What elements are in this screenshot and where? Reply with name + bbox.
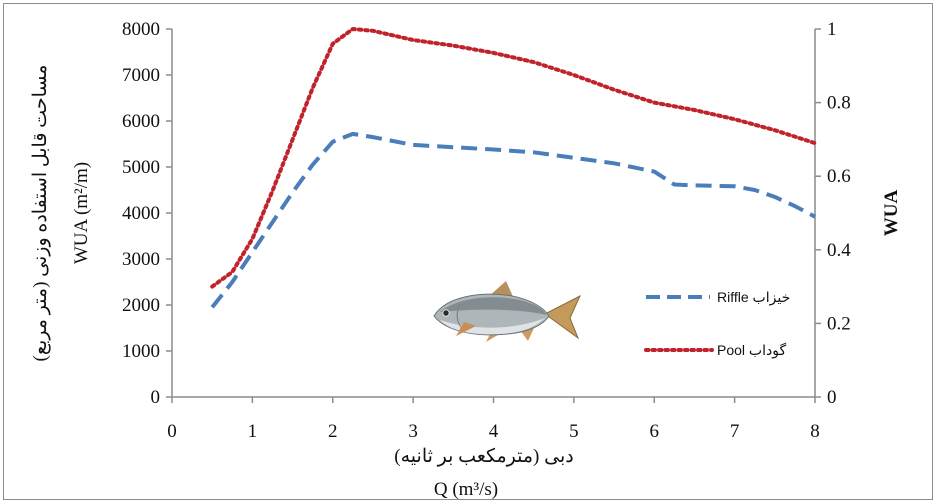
x-tick-label: 7 bbox=[730, 421, 740, 442]
left-y-axis-title: WUA (m²/m) bbox=[71, 162, 92, 264]
x-tick-label: 3 bbox=[408, 421, 418, 442]
legend: Riffle خیزاب Pool گوداب bbox=[646, 289, 790, 359]
right-tick-label: 0.6 bbox=[827, 166, 851, 187]
right-tick-label: 0.2 bbox=[827, 313, 851, 334]
fish-tail bbox=[545, 296, 580, 338]
left-tick-label: 3000 bbox=[122, 249, 160, 270]
series-layer bbox=[212, 29, 815, 307]
left-tick-label: 2000 bbox=[122, 295, 160, 316]
x-ticks: 0 1 2 3 4 5 6 7 8 bbox=[167, 397, 820, 442]
left-tick-label: 7000 bbox=[122, 65, 160, 86]
fish-eye bbox=[443, 310, 449, 316]
x-axis-title-persian: دبی (مترمکعب بر ثانیه) bbox=[394, 446, 573, 467]
right-tick-label: 0.8 bbox=[827, 93, 851, 114]
right-tick-label: 0 bbox=[827, 387, 837, 408]
right-y-ticks: 0 0.2 0.4 0.6 0.8 1 bbox=[815, 19, 851, 408]
right-tick-label: 1 bbox=[827, 19, 837, 40]
x-tick-label: 4 bbox=[489, 421, 499, 442]
left-y-ticks: 0 1000 2000 3000 4000 5000 6000 7000 8000 bbox=[122, 19, 172, 408]
left-tick-label: 1000 bbox=[122, 341, 160, 362]
left-y-axis-title-persian: مساحت قابل استفاده وزنی (متر مربع) bbox=[30, 65, 51, 362]
x-tick-label: 0 bbox=[167, 421, 177, 442]
x-tick-label: 5 bbox=[569, 421, 579, 442]
legend-riffle-label: Riffle خیزاب bbox=[717, 289, 790, 306]
x-tick-label: 1 bbox=[248, 421, 258, 442]
x-axis-title: Q (m³/s) bbox=[434, 479, 498, 500]
fish-illustration bbox=[434, 281, 580, 342]
x-tick-label: 2 bbox=[328, 421, 338, 442]
left-tick-label: 8000 bbox=[122, 19, 160, 40]
left-tick-label: 6000 bbox=[122, 111, 160, 132]
left-tick-label: 0 bbox=[151, 387, 161, 408]
legend-pool-label: Pool گوداب bbox=[717, 342, 786, 359]
left-tick-label: 5000 bbox=[122, 157, 160, 178]
x-tick-label: 6 bbox=[650, 421, 660, 442]
right-tick-label: 0.4 bbox=[827, 240, 851, 261]
x-tick-label: 8 bbox=[810, 421, 820, 442]
pool-series-line bbox=[212, 29, 815, 287]
right-y-axis-title: WUA bbox=[881, 190, 902, 237]
riffle-series-line bbox=[212, 134, 815, 307]
left-tick-label: 4000 bbox=[122, 203, 160, 224]
